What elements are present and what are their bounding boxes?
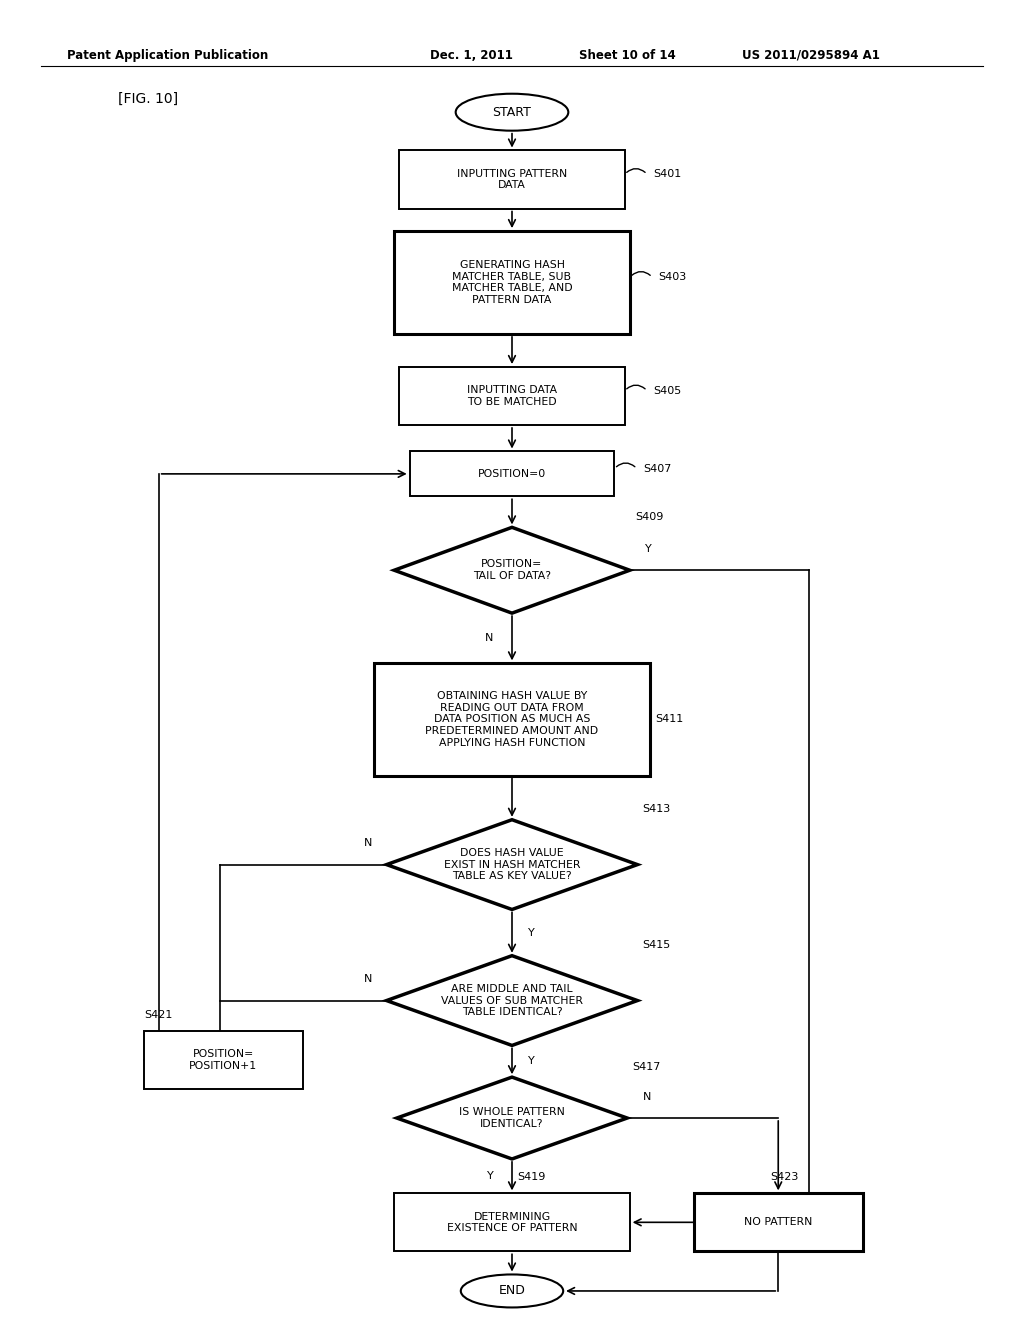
- Text: DOES HASH VALUE
EXIST IN HASH MATCHER
TABLE AS KEY VALUE?: DOES HASH VALUE EXIST IN HASH MATCHER TA…: [443, 847, 581, 882]
- Text: US 2011/0295894 A1: US 2011/0295894 A1: [742, 49, 881, 62]
- Text: GENERATING HASH
MATCHER TABLE, SUB
MATCHER TABLE, AND
PATTERN DATA: GENERATING HASH MATCHER TABLE, SUB MATCH…: [452, 260, 572, 305]
- Text: N: N: [364, 974, 373, 985]
- FancyBboxPatch shape: [394, 231, 630, 334]
- Text: OBTAINING HASH VALUE BY
READING OUT DATA FROM
DATA POSITION AS MUCH AS
PREDETERM: OBTAINING HASH VALUE BY READING OUT DATA…: [425, 692, 599, 747]
- Text: S419: S419: [517, 1172, 546, 1183]
- Text: Dec. 1, 2011: Dec. 1, 2011: [430, 49, 513, 62]
- Polygon shape: [397, 1077, 627, 1159]
- Text: INPUTTING DATA
TO BE MATCHED: INPUTTING DATA TO BE MATCHED: [467, 385, 557, 407]
- Text: S415: S415: [643, 940, 671, 950]
- Text: START: START: [493, 106, 531, 119]
- Text: S407: S407: [643, 463, 672, 474]
- Text: Y: Y: [486, 1171, 494, 1181]
- Text: S405: S405: [653, 385, 682, 396]
- Text: END: END: [499, 1284, 525, 1298]
- Ellipse shape: [461, 1275, 563, 1307]
- Text: S423: S423: [770, 1172, 799, 1183]
- Text: N: N: [643, 1092, 651, 1102]
- Text: POSITION=0: POSITION=0: [478, 469, 546, 479]
- Text: Sheet 10 of 14: Sheet 10 of 14: [579, 49, 675, 62]
- Text: S421: S421: [143, 1010, 172, 1020]
- Text: S411: S411: [655, 714, 684, 725]
- Text: N: N: [364, 838, 373, 849]
- Text: S417: S417: [633, 1061, 660, 1072]
- Polygon shape: [387, 820, 637, 909]
- FancyBboxPatch shape: [143, 1031, 303, 1089]
- Text: NO PATTERN: NO PATTERN: [744, 1217, 812, 1228]
- FancyBboxPatch shape: [399, 367, 625, 425]
- Text: S401: S401: [653, 169, 682, 180]
- FancyBboxPatch shape: [399, 150, 625, 209]
- FancyBboxPatch shape: [374, 663, 650, 776]
- Text: DETERMINING
EXISTENCE OF PATTERN: DETERMINING EXISTENCE OF PATTERN: [446, 1212, 578, 1233]
- Text: ARE MIDDLE AND TAIL
VALUES OF SUB MATCHER
TABLE IDENTICAL?: ARE MIDDLE AND TAIL VALUES OF SUB MATCHE…: [441, 983, 583, 1018]
- Text: S413: S413: [643, 804, 671, 814]
- FancyBboxPatch shape: [410, 451, 614, 496]
- Text: POSITION=
POSITION+1: POSITION= POSITION+1: [189, 1049, 257, 1071]
- Text: Y: Y: [528, 928, 536, 937]
- Text: Y: Y: [645, 544, 652, 554]
- Text: Patent Application Publication: Patent Application Publication: [67, 49, 268, 62]
- Text: INPUTTING PATTERN
DATA: INPUTTING PATTERN DATA: [457, 169, 567, 190]
- FancyBboxPatch shape: [694, 1193, 862, 1251]
- Text: Y: Y: [528, 1056, 536, 1067]
- Text: S403: S403: [658, 272, 687, 282]
- Polygon shape: [394, 528, 630, 612]
- FancyBboxPatch shape: [394, 1193, 630, 1251]
- Text: N: N: [485, 634, 494, 643]
- Text: S409: S409: [635, 512, 664, 521]
- Polygon shape: [387, 956, 637, 1045]
- Text: [FIG. 10]: [FIG. 10]: [118, 92, 178, 106]
- Text: IS WHOLE PATTERN
IDENTICAL?: IS WHOLE PATTERN IDENTICAL?: [459, 1107, 565, 1129]
- Ellipse shape: [456, 94, 568, 131]
- Text: POSITION=
TAIL OF DATA?: POSITION= TAIL OF DATA?: [473, 560, 551, 581]
